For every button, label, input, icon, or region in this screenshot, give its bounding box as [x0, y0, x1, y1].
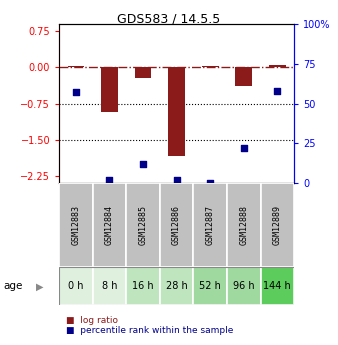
Text: ■  percentile rank within the sample: ■ percentile rank within the sample [66, 326, 233, 335]
Text: GSM12889: GSM12889 [273, 205, 282, 245]
Bar [227, 267, 261, 305]
Bar [101, 67, 118, 112]
Bar [261, 183, 294, 267]
Point [140, 161, 146, 167]
Text: ▶: ▶ [35, 282, 43, 291]
Bar [160, 183, 193, 267]
Point [274, 88, 280, 93]
Text: GSM12887: GSM12887 [206, 205, 215, 245]
Text: GSM12885: GSM12885 [139, 205, 148, 245]
Bar [59, 183, 93, 267]
Text: 28 h: 28 h [166, 282, 188, 291]
Point [241, 145, 246, 151]
Bar [193, 267, 227, 305]
Bar [59, 267, 93, 305]
Bar [68, 66, 84, 67]
Text: 96 h: 96 h [233, 282, 255, 291]
Bar [168, 67, 185, 156]
Bar [193, 183, 227, 267]
Bar [160, 267, 193, 305]
Bar [261, 267, 294, 305]
Bar [93, 183, 126, 267]
Text: GSM12886: GSM12886 [172, 205, 181, 245]
Text: age: age [3, 282, 23, 291]
Bar [126, 267, 160, 305]
Text: 144 h: 144 h [263, 282, 291, 291]
Bar [235, 67, 252, 86]
Bar [227, 183, 261, 267]
Text: GSM12883: GSM12883 [71, 205, 80, 245]
Point [174, 177, 179, 183]
Point [73, 90, 79, 95]
Point [107, 177, 112, 183]
Bar [93, 267, 126, 305]
Text: 0 h: 0 h [68, 282, 84, 291]
Text: 16 h: 16 h [132, 282, 154, 291]
Text: GSM12884: GSM12884 [105, 205, 114, 245]
Bar [126, 183, 160, 267]
Text: 8 h: 8 h [102, 282, 117, 291]
Text: 52 h: 52 h [199, 282, 221, 291]
Bar [135, 67, 151, 78]
Bar [269, 65, 286, 67]
Text: GDS583 / 14.5.5: GDS583 / 14.5.5 [117, 12, 221, 25]
Text: ■  log ratio: ■ log ratio [66, 316, 118, 325]
Text: GSM12888: GSM12888 [239, 205, 248, 245]
Point [208, 180, 213, 186]
